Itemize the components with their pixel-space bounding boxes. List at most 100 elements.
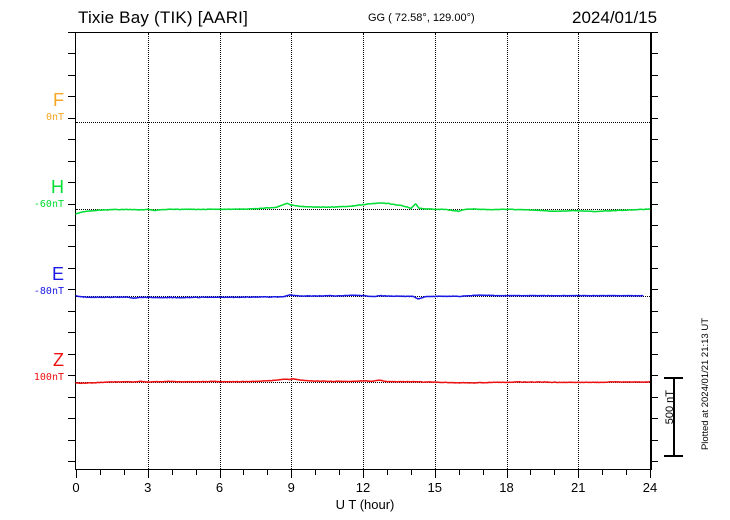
- y-axis-tick: [68, 225, 75, 226]
- station-title: Tixie Bay (TIK) [AARI]: [78, 8, 249, 27]
- component-label-f: F: [53, 90, 64, 110]
- x-tick-label: 3: [144, 480, 152, 495]
- y-axis-tick: [68, 75, 75, 76]
- x-tick-label: 0: [72, 480, 80, 495]
- y-axis-tick-right: [651, 32, 658, 33]
- y-axis-tick: [68, 161, 75, 162]
- y-axis-tick: [68, 418, 75, 419]
- x-axis-tick-major: [506, 470, 508, 478]
- component-value-f: 0nT: [45, 112, 64, 123]
- x-tick-label: 24: [642, 480, 658, 495]
- plot-frame: [75, 32, 650, 470]
- baseline-f: [76, 122, 650, 123]
- component-value-e: -80nT: [33, 286, 64, 297]
- y-axis-tick: [68, 440, 75, 441]
- x-axis-tick-minor: [458, 470, 460, 475]
- y-axis-tick: [68, 268, 75, 269]
- scale-bar-cap-bottom: [664, 455, 683, 457]
- y-axis-tick: [68, 397, 75, 398]
- y-axis-tick: [68, 96, 75, 97]
- x-tick-label: 18: [499, 480, 514, 495]
- x-axis-tick-minor: [243, 470, 245, 475]
- plot-right-axis: [650, 32, 652, 470]
- y-axis-tick-right: [651, 246, 658, 247]
- y-axis-tick: [68, 375, 75, 376]
- x-axis-tick-minor: [482, 470, 484, 475]
- baseline-z: [76, 382, 650, 383]
- x-axis-tick-minor: [386, 470, 388, 475]
- y-axis-tick-right: [651, 139, 658, 140]
- x-axis-tick-minor: [554, 470, 556, 475]
- y-axis-tick-right: [651, 204, 658, 205]
- y-axis-tick-right: [651, 182, 658, 183]
- x-axis-tick-minor: [267, 470, 269, 475]
- y-axis-tick-right: [651, 332, 658, 333]
- y-axis-tick-right: [651, 96, 658, 97]
- x-axis-tick-minor: [123, 470, 125, 475]
- y-axis-tick: [68, 354, 75, 355]
- y-axis-tick: [68, 118, 75, 119]
- baseline-e: [76, 296, 650, 297]
- x-axis-tick-major: [291, 470, 293, 478]
- x-axis-tick-minor: [530, 470, 532, 475]
- y-axis-tick-right: [651, 289, 658, 290]
- y-axis-tick: [68, 461, 75, 462]
- y-axis-tick: [68, 311, 75, 312]
- x-axis-tick-major: [650, 470, 651, 478]
- baseline-h: [76, 209, 650, 210]
- x-tick-label: 15: [427, 480, 442, 495]
- y-axis-tick: [68, 289, 75, 290]
- component-label-z: Z: [53, 350, 64, 370]
- y-axis-tick: [68, 246, 75, 247]
- y-axis-tick-right: [651, 397, 658, 398]
- y-axis-tick: [68, 139, 75, 140]
- component-label-e: E: [51, 264, 64, 284]
- component-label-h: H: [51, 177, 64, 197]
- gridline-vertical: [219, 33, 221, 469]
- y-axis-tick-right: [651, 225, 658, 226]
- geographic-coordinates: GG ( 72.58°, 129.00°): [368, 12, 475, 24]
- y-axis-tick-right: [651, 418, 658, 419]
- x-axis-tick-minor: [339, 470, 341, 475]
- y-axis-tick: [68, 32, 75, 33]
- y-axis-tick-right: [651, 440, 658, 441]
- plot-timestamp: Plotted at 2024/01/21 21:13 UT: [700, 318, 711, 451]
- y-axis-tick-right: [651, 75, 658, 76]
- y-axis-tick-right: [651, 161, 658, 162]
- x-axis-tick-minor: [99, 470, 101, 475]
- x-axis-tick-major: [578, 470, 580, 478]
- gridline-vertical: [291, 33, 293, 469]
- x-axis-tick-minor: [602, 470, 604, 475]
- y-axis-tick-right: [651, 354, 658, 355]
- x-axis-tick-major: [219, 470, 221, 478]
- y-axis-tick-right: [651, 311, 658, 312]
- x-axis-title: U T (hour): [335, 497, 395, 512]
- x-axis-tick-minor: [195, 470, 197, 475]
- y-axis-tick-right: [651, 118, 658, 119]
- x-axis-tick-major: [147, 470, 149, 478]
- x-axis-tick-major: [76, 470, 77, 478]
- gridline-vertical: [506, 33, 508, 469]
- gridline-vertical: [363, 33, 364, 469]
- x-axis-tick-major: [363, 470, 364, 478]
- x-axis-tick-major: [434, 470, 436, 478]
- y-axis-tick: [68, 53, 75, 54]
- x-tick-label: 12: [355, 480, 371, 495]
- component-value-z: 100nT: [33, 372, 64, 383]
- y-axis-tick-right: [651, 268, 658, 269]
- y-axis-tick-right: [651, 375, 658, 376]
- x-axis-tick-minor: [410, 470, 412, 475]
- component-value-h: -60nT: [33, 199, 64, 210]
- y-axis-tick: [68, 332, 75, 333]
- x-tick-label: 6: [215, 480, 224, 495]
- scale-bar-label: 500 nT: [664, 390, 676, 425]
- y-axis-tick-right: [651, 53, 658, 54]
- gridline-vertical: [147, 33, 149, 469]
- x-axis-tick-minor: [171, 470, 173, 475]
- scale-bar-cap-top: [664, 377, 683, 379]
- x-axis-tick-minor: [626, 470, 628, 475]
- y-axis-tick: [68, 182, 75, 183]
- x-tick-label: 9: [287, 480, 295, 495]
- x-tick-label: 21: [571, 480, 586, 495]
